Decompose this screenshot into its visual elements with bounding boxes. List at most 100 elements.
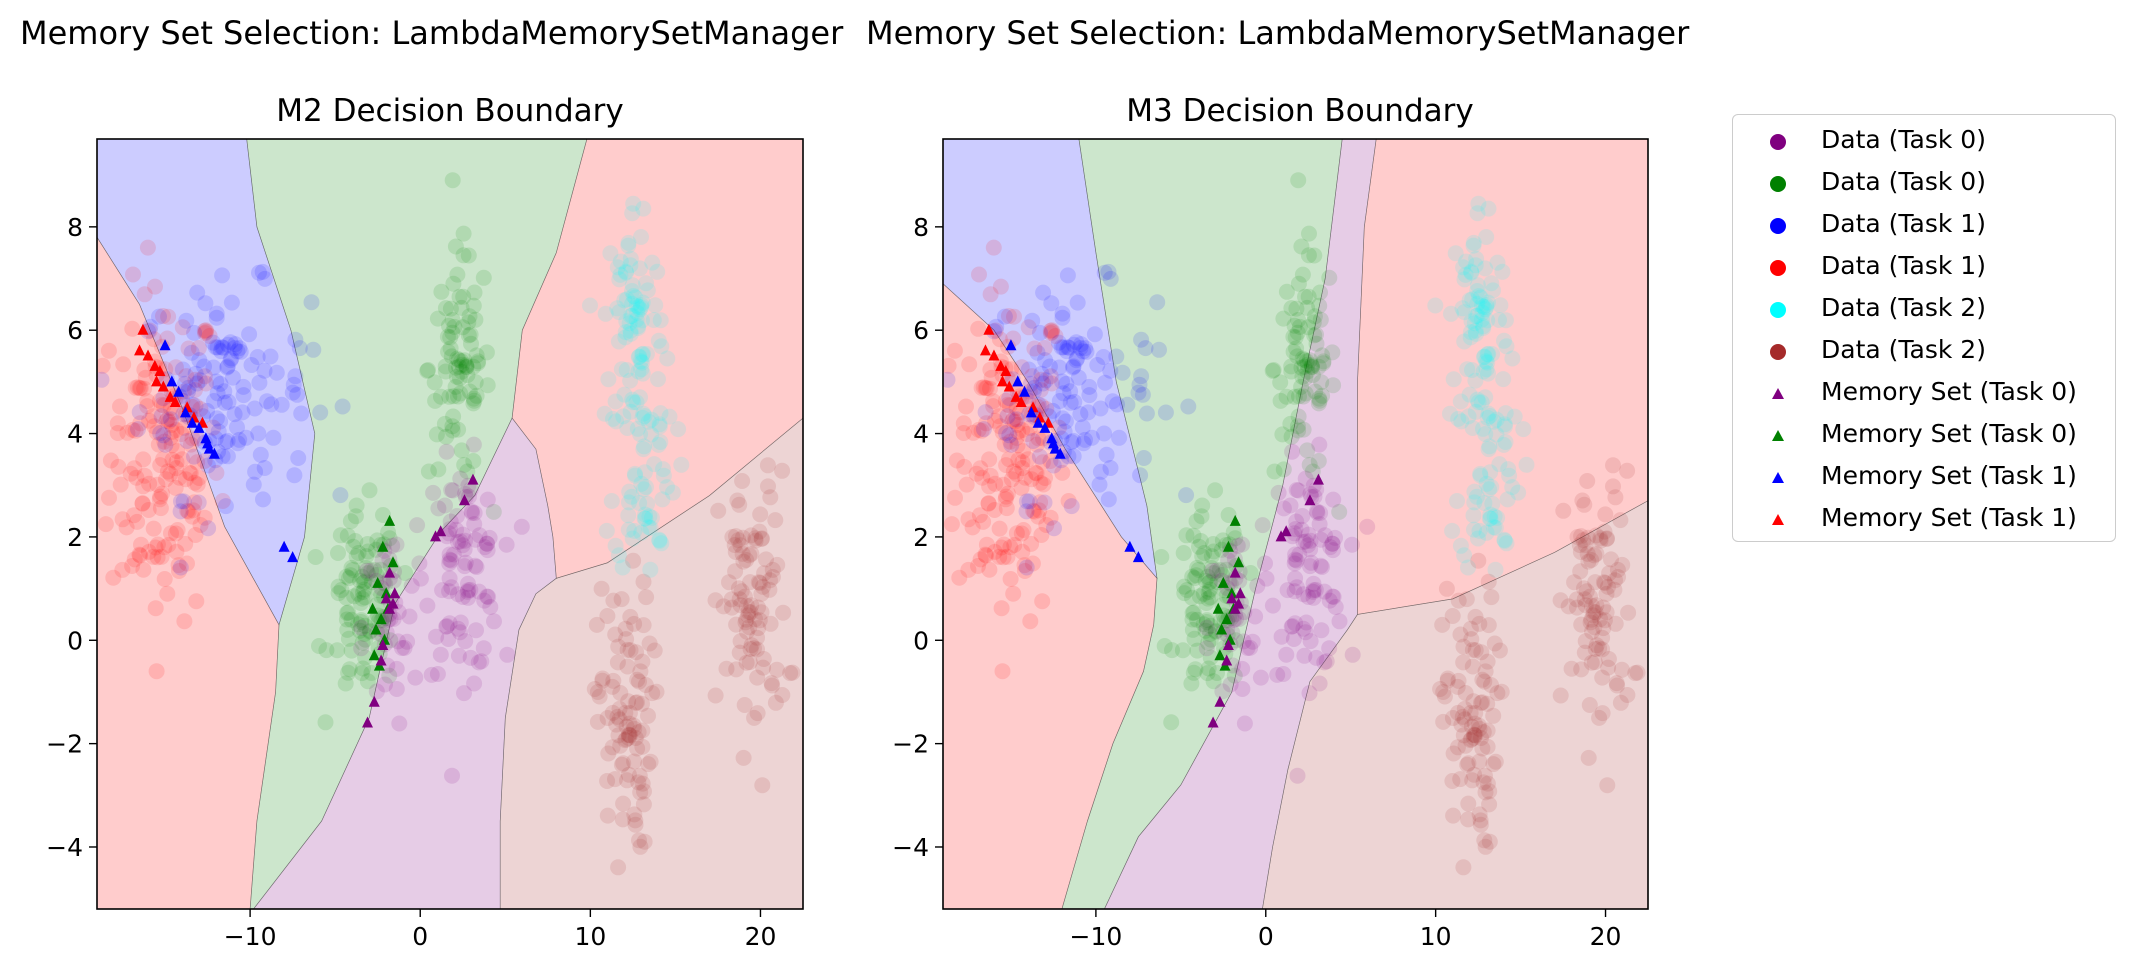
- data-point-blue: [1055, 385, 1072, 402]
- data-point-brown: [635, 617, 652, 634]
- data-point-brown: [1600, 659, 1617, 676]
- data-point-blue: [1108, 348, 1125, 365]
- data-point-cyan: [622, 322, 639, 339]
- data-point-green: [460, 314, 477, 331]
- data-point-cyan: [633, 361, 650, 378]
- data-point-green: [358, 560, 374, 576]
- data-point-brown: [749, 669, 766, 686]
- data-point-green: [456, 352, 473, 369]
- data-point-green: [1282, 415, 1299, 432]
- data-point-blue: [174, 361, 191, 378]
- data-point-brown: [1552, 592, 1569, 609]
- data-point-cyan: [600, 371, 617, 388]
- data-point-brown: [629, 740, 646, 757]
- data-point-brown: [718, 660, 735, 677]
- data-point-blue: [1151, 341, 1167, 358]
- legend-triangle-marker: [1772, 514, 1784, 525]
- data-point-blue: [180, 383, 196, 400]
- data-point-cyan: [650, 436, 667, 453]
- data-point-green: [441, 388, 458, 405]
- data-point-brown: [1612, 694, 1629, 711]
- memory-point-blue: [208, 447, 220, 459]
- data-point-green: [1205, 543, 1222, 560]
- data-point-red: [1042, 322, 1059, 339]
- data-point-green: [1294, 350, 1311, 367]
- data-point-red: [145, 331, 162, 348]
- data-point-blue: [212, 343, 229, 360]
- data-point-red: [182, 465, 199, 482]
- data-point-green: [1226, 667, 1243, 684]
- data-point-green: [307, 549, 324, 565]
- memory-point-red: [988, 349, 1000, 361]
- data-point-brown: [617, 732, 634, 749]
- data-point-green: [380, 524, 397, 541]
- data-point-blue: [238, 429, 255, 446]
- memory-point-purple: [361, 716, 373, 728]
- data-point-cyan: [1485, 282, 1501, 299]
- data-point-purple: [1269, 666, 1286, 683]
- data-point-purple: [1284, 443, 1301, 460]
- data-point-green: [341, 661, 358, 678]
- data-point-red: [190, 340, 207, 356]
- data-point-brown: [637, 677, 654, 693]
- data-point-green: [468, 347, 485, 364]
- data-point-blue: [259, 393, 275, 410]
- data-point-brown: [1610, 569, 1626, 585]
- data-point-cyan: [1496, 531, 1513, 548]
- data-point-brown: [1583, 654, 1600, 671]
- data-point-cyan: [628, 311, 645, 328]
- data-point-blue: [1037, 372, 1054, 389]
- y-tick-label: −4: [892, 833, 929, 862]
- data-point-cyan: [651, 532, 668, 549]
- data-point-brown: [1466, 715, 1483, 732]
- data-point-blue: [1003, 436, 1020, 453]
- data-point-brown: [600, 745, 617, 762]
- data-point-purple: [480, 588, 497, 605]
- y-tick-label: 6: [913, 316, 929, 345]
- data-point-green: [1189, 611, 1206, 628]
- data-point-purple: [1324, 588, 1341, 605]
- data-point-cyan: [1472, 467, 1489, 484]
- data-point-red: [991, 520, 1008, 537]
- data-point-red: [1002, 571, 1019, 587]
- data-point-red: [174, 319, 191, 336]
- data-point-blue: [1096, 425, 1113, 442]
- data-point-red: [998, 500, 1015, 517]
- data-point-red: [1027, 464, 1044, 481]
- data-point-green: [397, 565, 414, 581]
- data-point-red: [993, 600, 1010, 617]
- data-point-blue: [1097, 374, 1114, 391]
- data-point-cyan: [633, 475, 650, 492]
- data-point-cyan: [1475, 420, 1491, 437]
- data-point-green: [452, 385, 469, 402]
- data-point-purple: [440, 525, 457, 542]
- data-point-cyan: [1443, 305, 1459, 322]
- data-point-red: [168, 422, 185, 439]
- data-point-brown: [1467, 727, 1484, 744]
- data-point-purple: [1231, 611, 1248, 627]
- data-point-red: [1002, 539, 1019, 556]
- data-point-blue: [1059, 339, 1076, 356]
- data-point-cyan: [1482, 464, 1499, 481]
- data-point-blue: [998, 425, 1015, 442]
- data-point-cyan: [636, 464, 653, 481]
- region-red: [943, 283, 1158, 909]
- data-point-red: [168, 454, 185, 471]
- data-point-purple: [1313, 622, 1330, 639]
- data-point-brown: [1453, 716, 1470, 733]
- data-point-red: [971, 266, 987, 283]
- data-point-purple: [423, 666, 440, 683]
- data-point-cyan: [582, 297, 598, 314]
- data-point-blue: [208, 373, 225, 390]
- data-point-purple: [1288, 513, 1305, 530]
- data-point-green: [1314, 387, 1331, 404]
- data-point-brown: [640, 707, 656, 724]
- legend-label: Data (Task 0): [1821, 167, 1986, 196]
- data-point-red: [1024, 555, 1041, 572]
- data-point-purple: [1287, 551, 1304, 568]
- data-point-brown: [622, 608, 639, 625]
- data-point-purple: [448, 521, 465, 538]
- data-point-brown: [738, 552, 755, 568]
- data-point-red: [214, 493, 231, 509]
- data-point-blue: [178, 312, 195, 329]
